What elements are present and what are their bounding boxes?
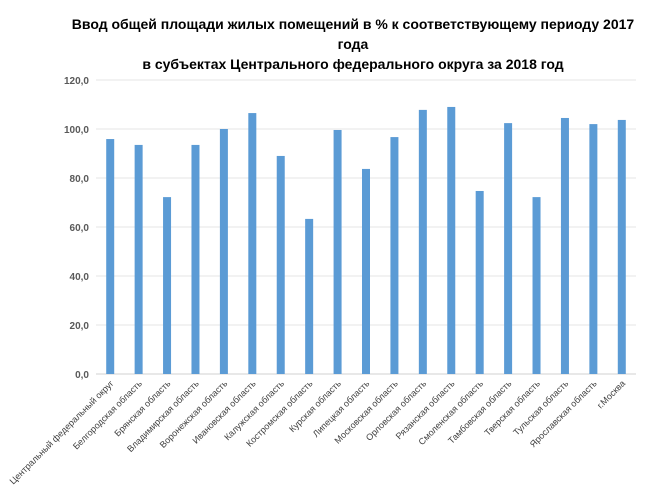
- bar: [390, 137, 399, 374]
- bar: [333, 129, 342, 374]
- y-tick-label: 0,0: [75, 370, 89, 381]
- bar: [447, 106, 456, 374]
- bar: [305, 218, 314, 374]
- y-tick-label: 100,0: [64, 125, 89, 136]
- x-tick-label: г.Москва: [595, 378, 627, 410]
- y-tick-label: 80,0: [70, 174, 90, 185]
- bar: [418, 109, 427, 374]
- bar: [219, 129, 228, 374]
- bar: [248, 113, 257, 374]
- x-tick-label: Центральный федеральный округ: [8, 378, 116, 486]
- chart-title-line2: в субъектах Центрального федерального ок…: [142, 56, 564, 72]
- bar: [532, 197, 541, 374]
- bar: [504, 123, 513, 375]
- bar: [560, 117, 569, 374]
- bar: [163, 197, 172, 374]
- chart-title: Ввод общей площади жилых помещений в % к…: [0, 14, 646, 74]
- y-tick-label: 20,0: [70, 321, 90, 332]
- y-tick-label: 120,0: [64, 76, 89, 87]
- bar: [191, 144, 200, 374]
- bar: [475, 190, 484, 374]
- bar: [134, 144, 143, 374]
- bar: [617, 119, 626, 374]
- y-tick-label: 40,0: [70, 272, 90, 283]
- y-tick-label: 60,0: [70, 223, 90, 234]
- x-tick-label: Курская область: [287, 378, 343, 434]
- chart-title-line1: Ввод общей площади жилых помещений в % к…: [71, 16, 635, 52]
- bar: [276, 155, 285, 374]
- bar: [106, 139, 115, 374]
- bar: [362, 168, 370, 374]
- bar: [589, 124, 598, 374]
